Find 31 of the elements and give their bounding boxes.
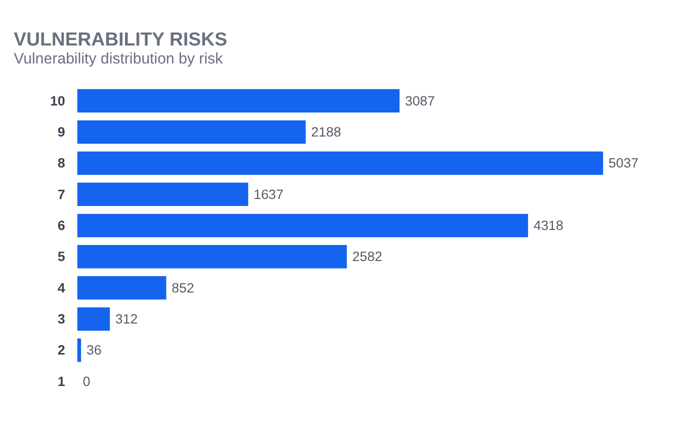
bar xyxy=(77,120,306,144)
bar xyxy=(77,276,166,300)
y-tick-label: 1 xyxy=(58,374,66,389)
bar xyxy=(77,182,248,206)
bar xyxy=(77,245,347,268)
y-tick-label: 6 xyxy=(58,218,66,234)
data-label: 2582 xyxy=(352,249,382,264)
y-tick-label: 2 xyxy=(58,342,66,358)
bar xyxy=(77,307,110,331)
y-tick-label: 5 xyxy=(58,249,66,264)
y-tick-label: 10 xyxy=(50,93,66,108)
y-tick-label: 4 xyxy=(58,280,66,296)
bar xyxy=(77,89,400,113)
data-label: 0 xyxy=(82,374,90,389)
bar xyxy=(77,152,604,175)
data-label: 1637 xyxy=(254,186,284,202)
data-label: 852 xyxy=(172,280,194,296)
data-label: 36 xyxy=(86,342,102,358)
chart-subtitle: Vulnerability distribution by risk xyxy=(14,50,224,68)
data-label: 2188 xyxy=(311,124,342,140)
bar xyxy=(77,338,82,362)
y-tick-label: 8 xyxy=(58,156,66,171)
bar xyxy=(77,214,528,238)
data-label: 5037 xyxy=(608,156,638,171)
data-label: 312 xyxy=(115,312,138,327)
chart-title: VULNERABILITY RISKS xyxy=(14,28,228,50)
data-label: 4318 xyxy=(533,218,564,234)
y-tick-label: 7 xyxy=(58,186,66,202)
data-label: 3087 xyxy=(404,93,435,108)
y-tick-label: 9 xyxy=(58,124,66,140)
y-tick-label: 3 xyxy=(58,312,66,327)
